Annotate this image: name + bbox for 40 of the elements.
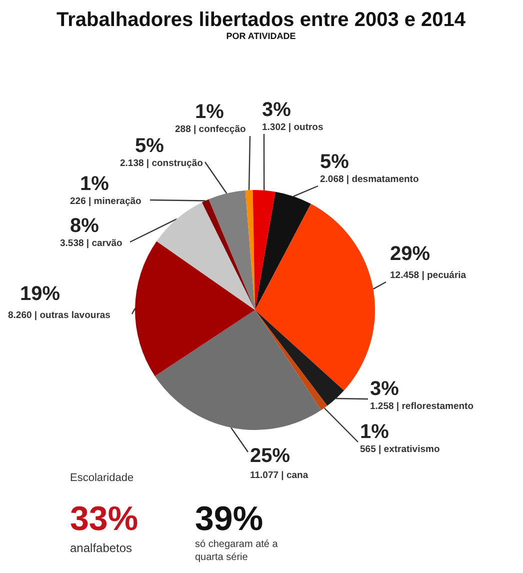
slice-label: 226 | mineração xyxy=(70,196,142,207)
pie-slice xyxy=(255,310,328,410)
pie-slice xyxy=(255,310,344,406)
data-label: 1% xyxy=(80,173,110,195)
text: Escolaridade xyxy=(70,472,134,484)
slice-label: 8.260 | outras lavouras xyxy=(8,310,110,321)
data-label: 1% xyxy=(360,421,390,443)
pie-slice xyxy=(245,190,255,310)
data-label: 5% xyxy=(135,135,164,157)
chart-title: Trabalhadores libertados entre 2003 e 2014 xyxy=(56,9,466,31)
pie-slice xyxy=(208,190,255,310)
slice-label: 565 | extrativismo xyxy=(360,444,440,455)
data-label: 3% xyxy=(370,378,400,400)
data-label: 1% xyxy=(195,101,224,123)
data-label: 3% xyxy=(262,99,292,121)
slice-label: 12.458 | pecuária xyxy=(390,270,467,281)
text: analfabetos xyxy=(70,541,132,555)
text: 33% xyxy=(70,500,138,538)
pie-slice xyxy=(252,190,276,310)
chart-subtitle: POR ATIVIDADE xyxy=(226,31,296,41)
data-label: 5% xyxy=(320,151,350,173)
pie-slice xyxy=(135,241,255,376)
slice-label: 1.258 | reflorestamento xyxy=(370,401,474,412)
pie-slice xyxy=(202,199,255,310)
data-label: 29% xyxy=(390,243,430,265)
text: só chegaram até a xyxy=(195,539,278,550)
slice-label: 11.077 | cana xyxy=(250,470,309,481)
data-label: 25% xyxy=(250,445,290,467)
slice-label: 2.068 | desmatamento xyxy=(320,174,419,185)
pie-slice xyxy=(255,192,311,310)
slice-label: 288 | confecção xyxy=(175,124,246,135)
data-label: 8% xyxy=(70,215,100,237)
pie-slice xyxy=(156,202,255,310)
slice-label: 1.302 | outros xyxy=(262,122,324,133)
text: 39% xyxy=(195,500,264,538)
slice-label: 2.138 | construção xyxy=(120,158,204,169)
data-label: 19% xyxy=(20,283,60,305)
text: quarta série xyxy=(195,552,248,563)
pie-slice xyxy=(154,310,322,430)
slice-label: 3.538 | carvão xyxy=(60,238,123,249)
